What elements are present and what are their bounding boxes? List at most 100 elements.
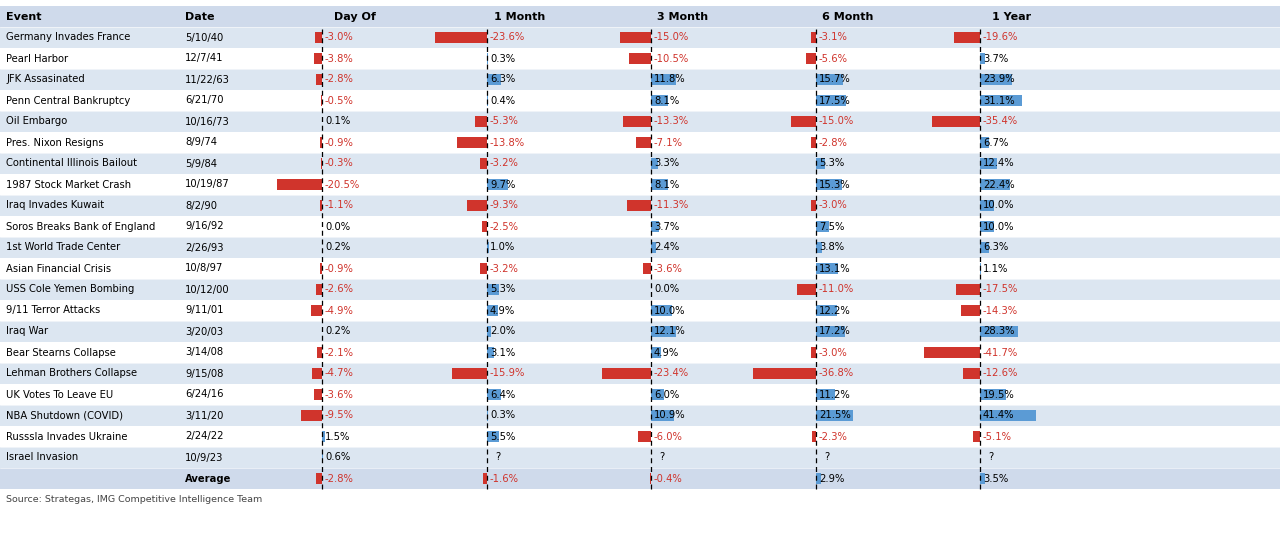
Text: 3.3%: 3.3% bbox=[654, 159, 680, 168]
Bar bbox=[812, 347, 817, 358]
Bar bbox=[486, 389, 500, 400]
Bar bbox=[932, 116, 980, 127]
Text: 0.3%: 0.3% bbox=[490, 410, 515, 420]
Text: 1.5%: 1.5% bbox=[325, 432, 351, 442]
Bar bbox=[627, 200, 652, 211]
Bar bbox=[0, 258, 1280, 279]
Bar bbox=[954, 32, 980, 43]
Bar bbox=[315, 32, 323, 43]
Bar bbox=[817, 221, 828, 233]
Bar bbox=[0, 342, 1280, 363]
Text: 6/21/70: 6/21/70 bbox=[186, 96, 224, 106]
Bar bbox=[323, 452, 324, 463]
Text: -1.6%: -1.6% bbox=[490, 473, 518, 484]
Text: Iraq Invades Kuwait: Iraq Invades Kuwait bbox=[6, 201, 104, 211]
Text: 7.5%: 7.5% bbox=[819, 221, 845, 231]
Bar bbox=[486, 179, 508, 190]
Bar bbox=[980, 137, 989, 148]
Bar bbox=[652, 305, 672, 316]
Text: 12.4%: 12.4% bbox=[983, 159, 1015, 168]
Text: -2.8%: -2.8% bbox=[325, 473, 353, 484]
Bar bbox=[486, 431, 499, 442]
Text: 11.8%: 11.8% bbox=[654, 74, 686, 84]
Bar bbox=[980, 74, 1012, 86]
Text: -11.0%: -11.0% bbox=[819, 285, 854, 295]
Text: 21.5%: 21.5% bbox=[819, 410, 851, 420]
Bar bbox=[817, 74, 842, 86]
Bar bbox=[817, 389, 835, 400]
Text: Event: Event bbox=[6, 12, 41, 21]
Text: Israel Invasion: Israel Invasion bbox=[6, 452, 78, 462]
Bar bbox=[652, 94, 668, 106]
Text: 9.7%: 9.7% bbox=[490, 179, 516, 190]
Bar bbox=[314, 389, 323, 400]
Text: 10.9%: 10.9% bbox=[654, 410, 686, 420]
Bar bbox=[480, 158, 486, 169]
Text: Date: Date bbox=[186, 12, 215, 21]
Bar bbox=[980, 179, 1010, 190]
Text: 6.4%: 6.4% bbox=[490, 390, 516, 400]
Text: 6.3%: 6.3% bbox=[983, 243, 1009, 253]
Bar bbox=[791, 116, 817, 127]
Text: 19.5%: 19.5% bbox=[983, 390, 1015, 400]
Bar bbox=[0, 111, 1280, 132]
Text: 3.7%: 3.7% bbox=[983, 54, 1009, 64]
Bar bbox=[924, 347, 980, 358]
Text: -20.5%: -20.5% bbox=[325, 179, 360, 190]
Bar bbox=[0, 426, 1280, 447]
Text: 4.9%: 4.9% bbox=[654, 348, 680, 358]
Text: UK Votes To Leave EU: UK Votes To Leave EU bbox=[6, 390, 113, 400]
Bar bbox=[973, 431, 980, 442]
Text: 1 Year: 1 Year bbox=[992, 12, 1032, 21]
Text: -2.1%: -2.1% bbox=[325, 348, 355, 358]
Bar bbox=[0, 405, 1280, 426]
Bar bbox=[314, 53, 323, 64]
Bar bbox=[980, 389, 1006, 400]
Bar bbox=[652, 179, 668, 190]
Bar bbox=[817, 326, 845, 337]
Text: -1.1%: -1.1% bbox=[325, 201, 355, 211]
Bar bbox=[486, 305, 498, 316]
Text: 13.1%: 13.1% bbox=[819, 263, 851, 273]
Text: 2.9%: 2.9% bbox=[819, 473, 845, 484]
Bar bbox=[806, 53, 817, 64]
Text: Pearl Harbor: Pearl Harbor bbox=[6, 54, 68, 64]
Text: 9/16/92: 9/16/92 bbox=[186, 221, 224, 231]
Bar bbox=[316, 284, 323, 295]
Bar bbox=[486, 241, 489, 253]
Text: 0.4%: 0.4% bbox=[490, 96, 515, 106]
Bar bbox=[481, 221, 486, 233]
Bar bbox=[812, 200, 817, 211]
Text: 2/26/93: 2/26/93 bbox=[186, 243, 224, 253]
Bar bbox=[652, 158, 658, 169]
Text: Oil Embargo: Oil Embargo bbox=[6, 116, 68, 126]
Text: -11.3%: -11.3% bbox=[654, 201, 689, 211]
Bar bbox=[602, 368, 652, 379]
Bar bbox=[466, 200, 486, 211]
Text: -3.2%: -3.2% bbox=[490, 159, 518, 168]
Bar bbox=[623, 116, 652, 127]
Bar bbox=[320, 137, 323, 148]
Bar bbox=[812, 431, 817, 442]
Text: Iraq War: Iraq War bbox=[6, 326, 49, 337]
Text: Penn Central Bankruptcy: Penn Central Bankruptcy bbox=[6, 96, 131, 106]
Text: 6/24/16: 6/24/16 bbox=[186, 390, 224, 400]
Text: Day Of: Day Of bbox=[334, 12, 376, 21]
Bar bbox=[0, 279, 1280, 300]
Text: 8/9/74: 8/9/74 bbox=[186, 138, 218, 148]
Text: ?: ? bbox=[495, 452, 500, 462]
Text: -2.8%: -2.8% bbox=[325, 74, 353, 84]
Bar bbox=[486, 326, 492, 337]
Text: 5.3%: 5.3% bbox=[819, 159, 845, 168]
Bar bbox=[301, 410, 323, 421]
Bar bbox=[316, 473, 323, 484]
Text: -3.8%: -3.8% bbox=[325, 54, 353, 64]
Bar bbox=[475, 116, 486, 127]
Bar bbox=[311, 368, 323, 379]
Bar bbox=[754, 368, 817, 379]
Text: 9/11 Terror Attacks: 9/11 Terror Attacks bbox=[6, 306, 100, 315]
Text: 3.7%: 3.7% bbox=[654, 221, 680, 231]
Text: -0.3%: -0.3% bbox=[325, 159, 353, 168]
Bar bbox=[980, 263, 982, 274]
Text: 0.3%: 0.3% bbox=[490, 54, 515, 64]
